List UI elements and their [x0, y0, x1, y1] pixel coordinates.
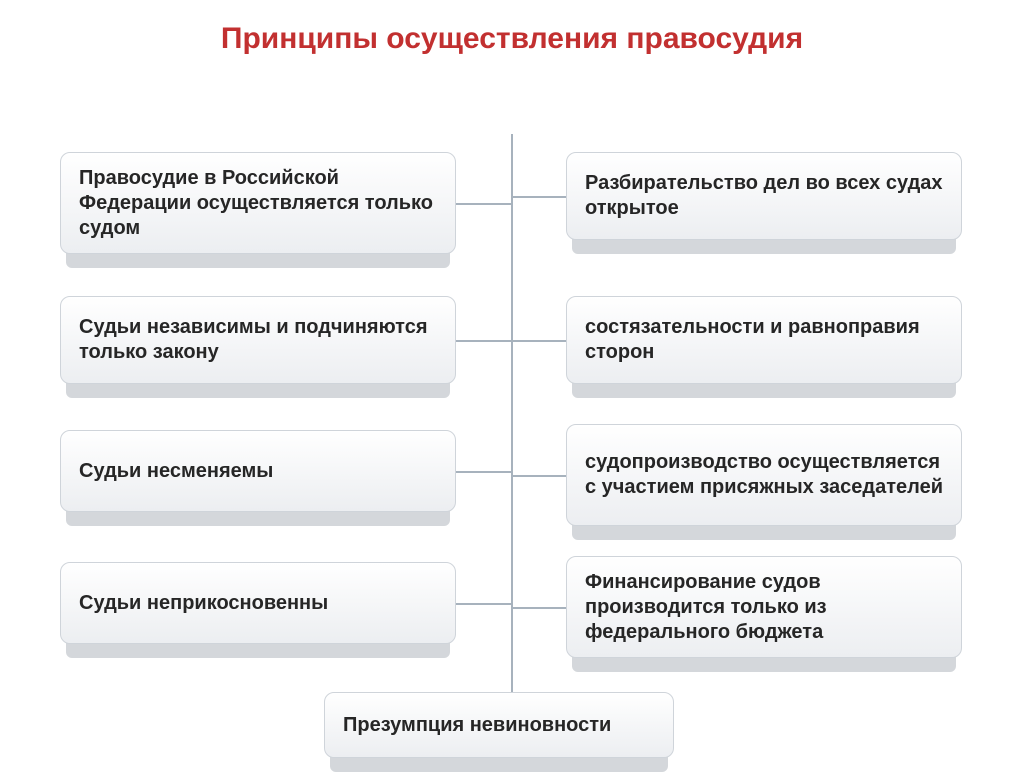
- connector-line: [512, 340, 566, 342]
- principle-node: Разбирательство дел во всех судах открыт…: [566, 152, 962, 240]
- node-label: Судьи независимы и подчиняются только за…: [79, 315, 437, 365]
- principle-node: Финансирование судов производится только…: [566, 556, 962, 658]
- connector-line: [512, 196, 566, 198]
- principle-node: Правосудие в Российской Федерации осущес…: [60, 152, 456, 254]
- node-label: Разбирательство дел во всех судах открыт…: [585, 171, 943, 221]
- node-label: судопроизводство осуществляется с участи…: [585, 450, 943, 500]
- principle-node: состязательности и равноправия сторон: [566, 296, 962, 384]
- connector-line: [512, 607, 566, 609]
- node-label: Судьи несменяемы: [79, 459, 273, 484]
- connector-line: [456, 203, 512, 205]
- connector-line: [456, 340, 512, 342]
- connector-line: [456, 471, 512, 473]
- node-label: Правосудие в Российской Федерации осущес…: [79, 166, 437, 241]
- principle-node: Судьи неприкосновенны: [60, 562, 456, 644]
- connector-line: [512, 475, 566, 477]
- diagram-spine: [511, 134, 513, 736]
- node-label: Судьи неприкосновенны: [79, 591, 328, 616]
- diagram-canvas: Правосудие в Российской Федерации осущес…: [0, 56, 1024, 756]
- connector-line: [456, 603, 512, 605]
- principle-node: Судьи несменяемы: [60, 430, 456, 512]
- node-label: состязательности и равноправия сторон: [585, 315, 943, 365]
- node-label: Презумпция невиновности: [343, 713, 611, 738]
- node-label: Финансирование судов производится только…: [585, 570, 943, 645]
- principle-node: Презумпция невиновности: [324, 692, 674, 758]
- principle-node: Судьи независимы и подчиняются только за…: [60, 296, 456, 384]
- page-title: Принципы осуществления правосудия: [0, 0, 1024, 56]
- principle-node: судопроизводство осуществляется с участи…: [566, 424, 962, 526]
